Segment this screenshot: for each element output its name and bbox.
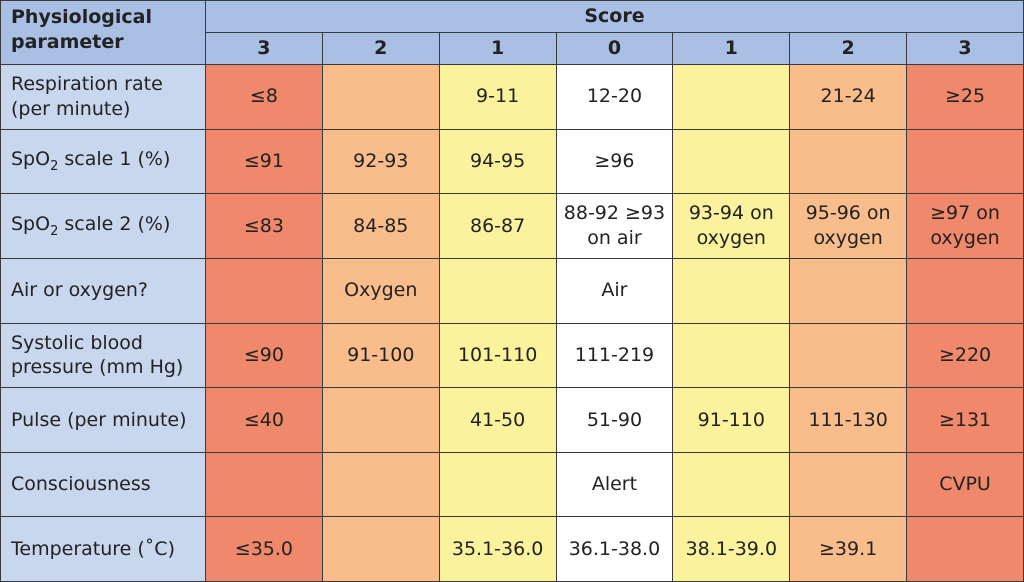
score-cell [672,322,791,389]
score-header: 3 [205,32,323,65]
score-cell [438,451,557,518]
score-cell [789,128,908,195]
score-cell [672,257,791,324]
score-cell: 12-20 [555,64,674,130]
score-header: 1 [438,32,557,65]
score-cell: Air [555,257,674,324]
parameter-cell: SpO2 scale 2 (%) [0,193,206,259]
score-title: Score [205,0,1024,33]
table-row: Temperature (˚C) ≤35.0 35.1-36.0 36.1-38.0 3… [0,516,1024,582]
score-cell: ≤91 [205,128,323,195]
parameter-text: 2 [50,158,59,174]
score-cell [205,451,323,518]
score-cell: 36.1-38.0 [555,516,674,582]
score-cell: 95-96 on oxygen [789,193,908,259]
score-cell [321,64,440,130]
score-cell: ≤90 [205,322,323,389]
score-cell: 86-87 [438,193,557,259]
score-header: 2 [789,32,908,65]
score-cell [321,387,440,453]
score-cell [205,257,323,324]
score-cell: ≤35.0 [205,516,323,582]
parameter-cell: Temperature (˚C) [0,516,206,582]
score-cell: ≥220 [906,322,1024,389]
score-cell: ≥39.1 [789,516,908,582]
score-cell [672,451,791,518]
score-cell [906,128,1024,195]
score-cell [789,451,908,518]
score-cell: 35.1-36.0 [438,516,557,582]
score-cell: 38.1-39.0 [672,516,791,582]
score-cell: 21-24 [789,64,908,130]
score-cell: 51-90 [555,387,674,453]
parameter-cell: Systolic blood pressure (mm Hg) [0,322,206,389]
score-cell: ≥96 [555,128,674,195]
parameter-text: SpO [11,148,51,171]
score-cell: ≤8 [205,64,323,130]
score-header: 1 [672,32,791,65]
table-row: SpO2 scale 2 (%) ≤83 84-85 86-87 88-92 ≥93 o… [0,193,1024,259]
score-header: 3 [906,32,1024,65]
score-cell: ≤83 [205,193,323,259]
score-cell: 9-11 [438,64,557,130]
table-row: SpO2 scale 1 (%) ≤91 92-93 94-95 ≥96 [0,128,1024,195]
score-cell: 41-50 [438,387,557,453]
table-row: Air or oxygen? Oxygen Air [0,257,1024,324]
parameter-cell: Air or oxygen? [0,257,206,324]
parameter-cell: Respiration rate (per minute) [0,64,206,130]
corner-header: Physiological parameter [0,0,206,65]
parameter-text: SpO [11,212,51,235]
score-cell [321,516,440,582]
score-cell: 111-219 [555,322,674,389]
parameter-cell: SpO2 scale 1 (%) [0,128,206,195]
score-cell [672,128,791,195]
score-header: 2 [321,32,440,65]
parameter-cell: Consciousness [0,451,206,518]
parameter-text: scale 2 (%) [58,212,171,235]
score-cell: 84-85 [321,193,440,259]
score-cell: CVPU [906,451,1024,518]
score-cell: 91-100 [321,322,440,389]
table-row: Systolic blood pressure (mm Hg) ≤90 91-100… [0,322,1024,389]
score-cell: 88-92 ≥93 on air [555,193,674,259]
score-cell: 111-130 [789,387,908,453]
score-cell [321,451,440,518]
score-cell: 91-110 [672,387,791,453]
score-cell [672,64,791,130]
score-header: 0 [555,32,674,65]
parameter-cell: Pulse (per minute) [0,387,206,453]
table-row: Pulse (per minute) ≤40 41-50 51-90 91-110 111… [0,387,1024,453]
score-cell: Oxygen [321,257,440,324]
parameter-text: scale 1 (%) [58,148,171,171]
parameter-text: 2 [50,223,59,239]
score-cell: 101-110 [438,322,557,389]
score-cell [438,257,557,324]
score-cell: ≤40 [205,387,323,453]
score-cell [906,257,1024,324]
score-cell: 92-93 [321,128,440,195]
score-cell [789,322,908,389]
score-cell: ≥97 on oxygen [906,193,1024,259]
score-cell: ≥25 [906,64,1024,130]
table-row: Consciousness Alert CVPU [0,451,1024,518]
score-cell [789,257,908,324]
table-row: Respiration rate (per minute) ≤8 9-11 12-20… [0,64,1024,130]
score-cell [906,516,1024,582]
score-cell: 93-94 on oxygen [672,193,791,259]
score-cell: ≥131 [906,387,1024,453]
score-cell: Alert [555,451,674,518]
score-cell: 94-95 [438,128,557,195]
